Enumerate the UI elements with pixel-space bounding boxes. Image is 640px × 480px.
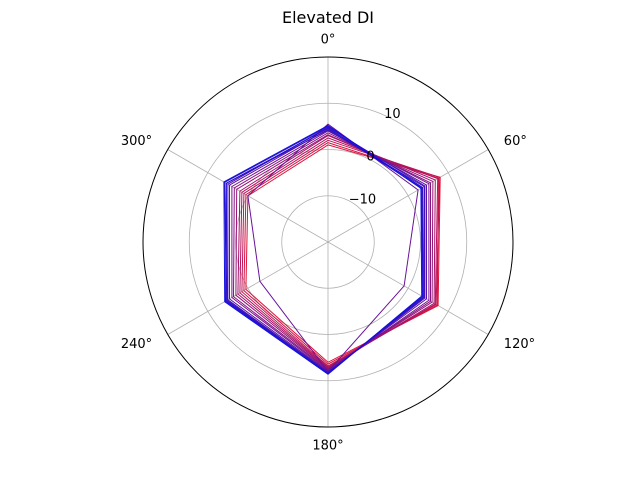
theta-grid-line-4 [167, 241, 329, 335]
series-line-s2 [243, 142, 440, 365]
series-line-s4 [239, 137, 439, 368]
series-line-s10 [229, 128, 427, 373]
series-line-s5 [237, 135, 436, 369]
chart-title: Elevated DI [282, 8, 374, 27]
theta-tick-label-0: 0° [321, 33, 336, 48]
series-line-s15 [223, 124, 423, 375]
series-line-s3 [241, 139, 441, 367]
r-tick-label-1: 0 [366, 150, 374, 165]
theta-tick-label-4: 240° [121, 337, 152, 352]
theta-tick-label-2: 120° [504, 337, 535, 352]
theta-tick-label-5: 300° [121, 134, 152, 149]
series-line-s14 [224, 127, 424, 375]
theta-tick-label-1: 60° [504, 134, 527, 149]
series-line-s7 [232, 132, 431, 371]
series-group [223, 123, 441, 375]
theta-grid-line-1 [327, 149, 489, 243]
polar-frame [142, 56, 514, 428]
series-line-s6 [235, 134, 434, 370]
r-tick-label-0: −10 [349, 192, 376, 207]
grid [167, 57, 489, 427]
r-tick-label-2: 10 [384, 107, 401, 122]
theta-grid-line-2 [327, 241, 489, 335]
theta-tick-label-3: 180° [312, 439, 343, 454]
tick-labels: 0° 60° 120° 180° 240° 300° −10 0 10 [121, 33, 535, 454]
series-line-s8 [231, 130, 430, 372]
